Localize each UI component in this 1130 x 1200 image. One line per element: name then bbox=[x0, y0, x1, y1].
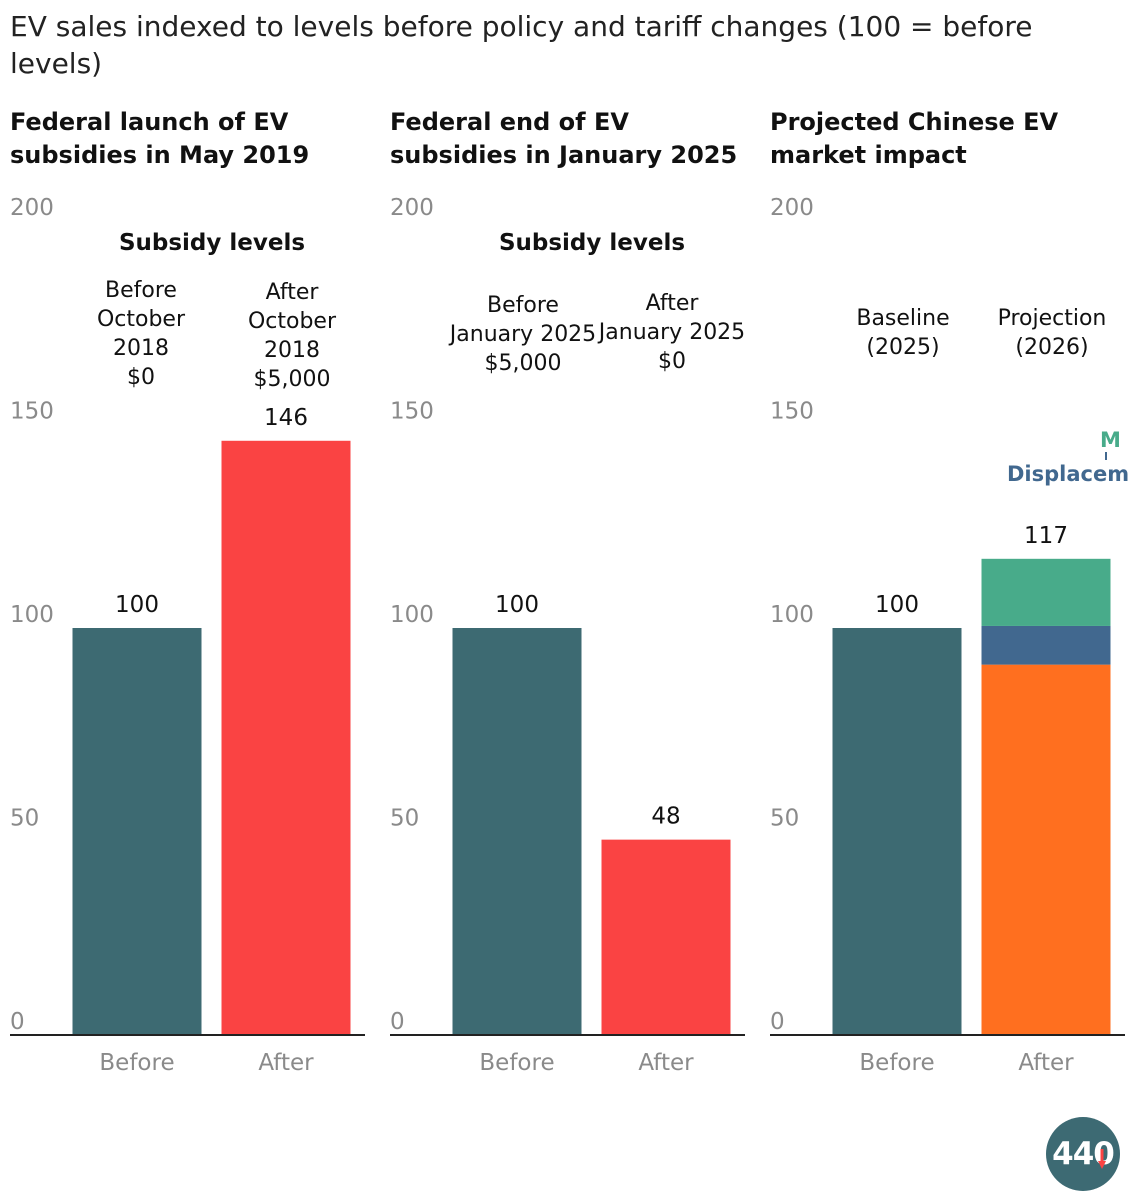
annotation-text: October bbox=[97, 307, 186, 332]
chart-title: EV sales indexed to levels before policy… bbox=[10, 10, 1033, 80]
bar-before bbox=[832, 628, 962, 1035]
annotation-text: January 2025 bbox=[448, 322, 596, 347]
panel-title: Federal launch of EV subsidies in May 20… bbox=[10, 108, 310, 169]
bar-after bbox=[601, 839, 731, 1035]
panel-title: Projected Chinese EV market impact bbox=[770, 108, 1059, 169]
bar-value-label: 146 bbox=[264, 405, 308, 431]
chart-panel-chinese-ev: Projected Chinese EV market impact 0 50 10… bbox=[770, 100, 1129, 1100]
annotation-text: Baseline bbox=[856, 306, 949, 331]
x-category-label: After bbox=[638, 1050, 694, 1076]
bar-value-label: 117 bbox=[1024, 523, 1068, 549]
down-arrow-icon bbox=[1098, 1149, 1106, 1169]
y-tick-label: 150 bbox=[390, 399, 434, 425]
bar-value-label: 48 bbox=[651, 804, 680, 830]
y-tick-label: 200 bbox=[770, 195, 814, 221]
bar-value-label: 100 bbox=[875, 592, 919, 618]
x-category-label: Before bbox=[99, 1050, 174, 1076]
bar-segment-displacement bbox=[981, 625, 1111, 665]
annotation-text: 2018 bbox=[113, 336, 169, 361]
segment-label-displacement: Displacem bbox=[1007, 462, 1129, 486]
panel-title: Federal end of EV subsidies in January 2… bbox=[390, 108, 738, 169]
x-category-label: After bbox=[1018, 1050, 1074, 1076]
x-category-label: Before bbox=[859, 1050, 934, 1076]
annotation-text: (2026) bbox=[1015, 335, 1088, 360]
bar-value-label: 100 bbox=[115, 592, 159, 618]
segment-label-market: M bbox=[1100, 428, 1121, 452]
y-tick-label: 200 bbox=[390, 195, 434, 221]
y-tick-label: 100 bbox=[390, 602, 434, 628]
bar-chart-plot: 0 50 100 150 200 100 Before 48 After Subsidy leve… bbox=[390, 195, 745, 1076]
annotation-text: $5,000 bbox=[254, 367, 331, 392]
y-tick-label: 100 bbox=[10, 602, 54, 628]
y-tick-label: 0 bbox=[770, 1009, 785, 1035]
y-tick-label: 100 bbox=[770, 602, 814, 628]
annotation-text: Before bbox=[487, 293, 559, 318]
bar-value-label: 100 bbox=[495, 592, 539, 618]
annotation-text: $0 bbox=[127, 365, 155, 390]
bar-segment-market bbox=[981, 558, 1111, 626]
x-category-label: Before bbox=[479, 1050, 554, 1076]
annotation-text: 2018 bbox=[264, 338, 320, 363]
y-tick-label: 200 bbox=[10, 195, 54, 221]
annotation-text: October bbox=[248, 309, 337, 334]
bar-chart-plot: 0 50 100 150 200 100 Before 117 After Baseline (20… bbox=[770, 195, 1129, 1076]
bar-before bbox=[72, 628, 202, 1035]
x-category-label: After bbox=[258, 1050, 314, 1076]
annotation-text: After bbox=[266, 280, 320, 305]
bar-before bbox=[452, 628, 582, 1035]
annotation-text: (2025) bbox=[866, 335, 939, 360]
bar-chart-plot: 0 50 100 150 200 100 Before 146 After Subsidy lev… bbox=[10, 195, 365, 1076]
annotation-title: Subsidy levels bbox=[499, 230, 685, 256]
brand-logo: 440 bbox=[1046, 1117, 1120, 1191]
y-tick-label: 50 bbox=[390, 806, 419, 832]
bar-after bbox=[221, 440, 351, 1035]
annotation-text: January 2025 bbox=[597, 320, 745, 345]
chart-panel-subsidy-launch: Federal launch of EV subsidies in May 20… bbox=[10, 100, 365, 1100]
y-tick-label: 150 bbox=[10, 399, 54, 425]
annotation-text: $0 bbox=[658, 349, 686, 374]
bar-segment-base bbox=[981, 664, 1111, 1035]
annotation-title: Subsidy levels bbox=[119, 230, 305, 256]
y-tick-label: 0 bbox=[390, 1009, 405, 1035]
annotation-text: $5,000 bbox=[485, 351, 562, 376]
y-tick-label: 150 bbox=[770, 399, 814, 425]
annotation-text: After bbox=[646, 291, 700, 316]
annotation-text: Projection bbox=[998, 306, 1107, 331]
y-tick-label: 50 bbox=[770, 806, 799, 832]
chart-panel-subsidy-end: Federal end of EV subsidies in January 2… bbox=[390, 100, 745, 1100]
y-tick-label: 0 bbox=[10, 1009, 25, 1035]
annotation-text: Before bbox=[105, 278, 177, 303]
y-tick-label: 50 bbox=[10, 806, 39, 832]
